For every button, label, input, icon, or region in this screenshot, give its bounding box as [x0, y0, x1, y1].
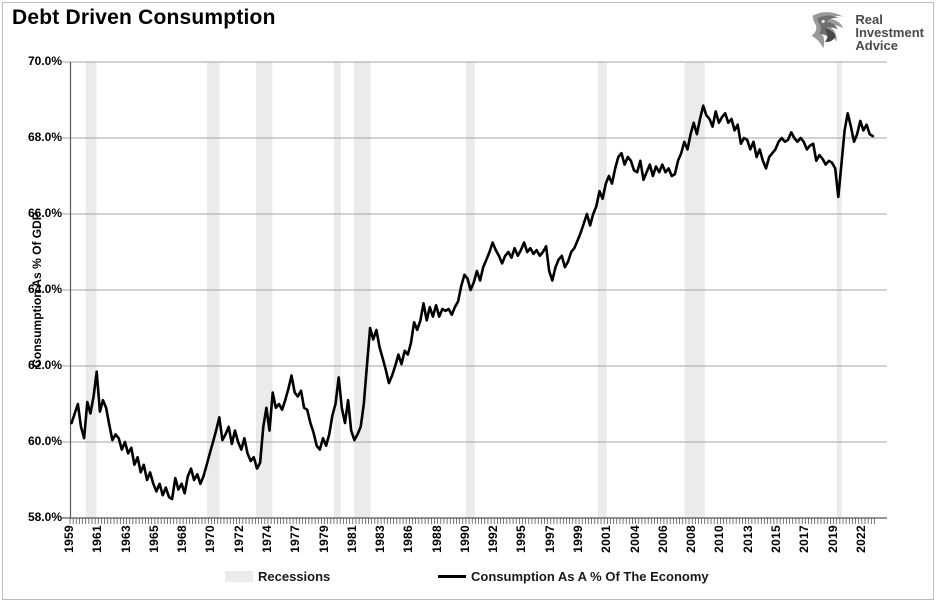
x-tick-label: 1965 — [146, 525, 161, 553]
x-tick-label: 1968 — [175, 525, 190, 553]
plot-area — [62, 61, 887, 524]
x-tick-label: 1981 — [344, 525, 359, 553]
x-tick-label: 1974 — [259, 525, 274, 553]
legend-item-recessions: Recessions — [225, 567, 330, 585]
y-tick-label: 68.0% — [27, 130, 62, 144]
y-tick-label: 64.0% — [27, 282, 62, 296]
x-tick-label: 1970 — [203, 525, 218, 553]
x-tick-label: 2001 — [599, 525, 614, 553]
x-tick-label: 1995 — [514, 525, 529, 553]
x-tick-label: 2013 — [740, 525, 755, 553]
eagle-icon — [812, 12, 844, 49]
logo-text: Real Investment Advice — [855, 13, 924, 52]
x-tick-label: 2015 — [769, 525, 784, 553]
x-tick-label: 1997 — [542, 525, 557, 553]
logo-line-2: Investment — [855, 24, 924, 40]
x-tick-label: 1992 — [486, 525, 501, 553]
legend-item-consumption: Consumption As A % Of The Economy — [438, 567, 709, 585]
line-swatch-icon — [438, 574, 466, 578]
consumption-line — [70, 104, 875, 501]
x-tick-label: 1988 — [429, 525, 444, 553]
x-tick-label: 1961 — [90, 525, 105, 553]
y-tick-label: 58.0% — [27, 510, 62, 524]
y-tick-label: 66.0% — [27, 206, 62, 220]
x-tick-label: 1999 — [571, 525, 586, 553]
x-tick-label: 1972 — [231, 525, 246, 553]
x-tick-label: 2010 — [712, 525, 727, 553]
legend-label-recessions: Recessions — [258, 568, 331, 584]
x-tick-label: 2004 — [627, 525, 642, 553]
x-tick-label: 1983 — [373, 525, 388, 553]
y-tick-label: 60.0% — [27, 434, 62, 448]
y-tick-label: 62.0% — [27, 358, 62, 372]
x-tick-label: 1990 — [457, 525, 472, 553]
x-tick-label: 2017 — [797, 525, 812, 553]
x-tick-label: 1986 — [401, 525, 416, 553]
x-tick-label: 1977 — [288, 525, 303, 553]
real-investment-advice-logo: Real Investment Advice — [804, 9, 924, 55]
page-title: Debt Driven Consumption — [12, 6, 276, 29]
recession-swatch-icon — [225, 570, 253, 582]
logo-line-1: Real — [855, 11, 883, 27]
x-tick-label: 2019 — [825, 525, 840, 553]
logo-line-3: Advice — [855, 37, 898, 53]
x-tick-label: 1959 — [62, 525, 76, 553]
y-tick-label: 70.0% — [27, 54, 62, 68]
x-tick-label: 1963 — [118, 525, 133, 553]
x-tick-label: 2008 — [684, 525, 699, 553]
x-tick-label: 1979 — [316, 525, 331, 553]
legend-label-consumption: Consumption As A % Of The Economy — [471, 568, 709, 584]
x-tick-label: 2022 — [853, 525, 868, 553]
x-tick-label: 2006 — [655, 525, 670, 553]
chart-legend: Recessions Consumption As A % Of The Eco… — [0, 567, 936, 587]
